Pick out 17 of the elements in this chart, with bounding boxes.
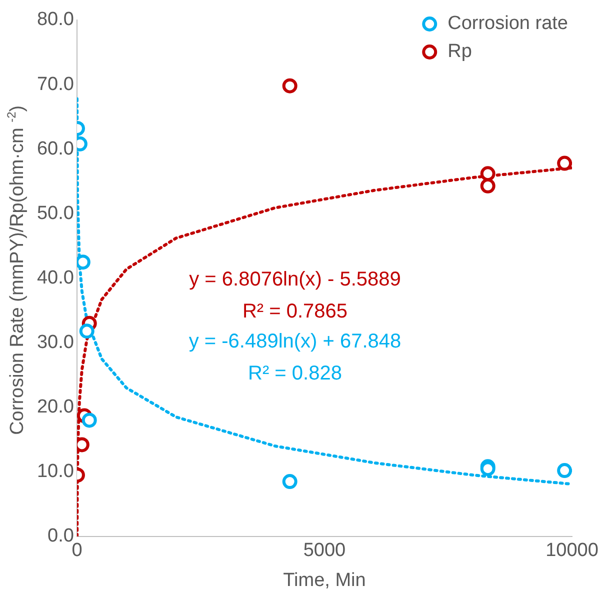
y-tick-label: 40.0	[36, 267, 74, 288]
y-tick-label: 30.0	[36, 332, 74, 353]
y-tick-label: 10.0	[36, 461, 74, 482]
x-tick-label: 10000	[546, 540, 598, 562]
series-label: y = -6.489ln(x) + 67.848 R² = 0.828	[188, 330, 402, 385]
y-tick-label: 0.0	[48, 526, 74, 547]
legend-label: Corrosion rate	[448, 13, 568, 34]
y-tick-label: 50.0	[36, 202, 74, 224]
legend-label: Rp	[448, 41, 472, 62]
series-label: y = 6.8076ln(x) - 5.5889 R² = 0.7865	[189, 268, 401, 322]
y-tick-label: 80.0	[36, 9, 74, 30]
x-tick-label: 0	[72, 540, 82, 562]
x-axis-title: Time, Min	[283, 570, 366, 591]
y-tick-label: 20.0	[36, 396, 74, 418]
x-tick-label: 5000	[303, 540, 346, 562]
y-tick-label: 60.0	[36, 138, 74, 160]
y-tick-label: 70.0	[36, 74, 74, 95]
